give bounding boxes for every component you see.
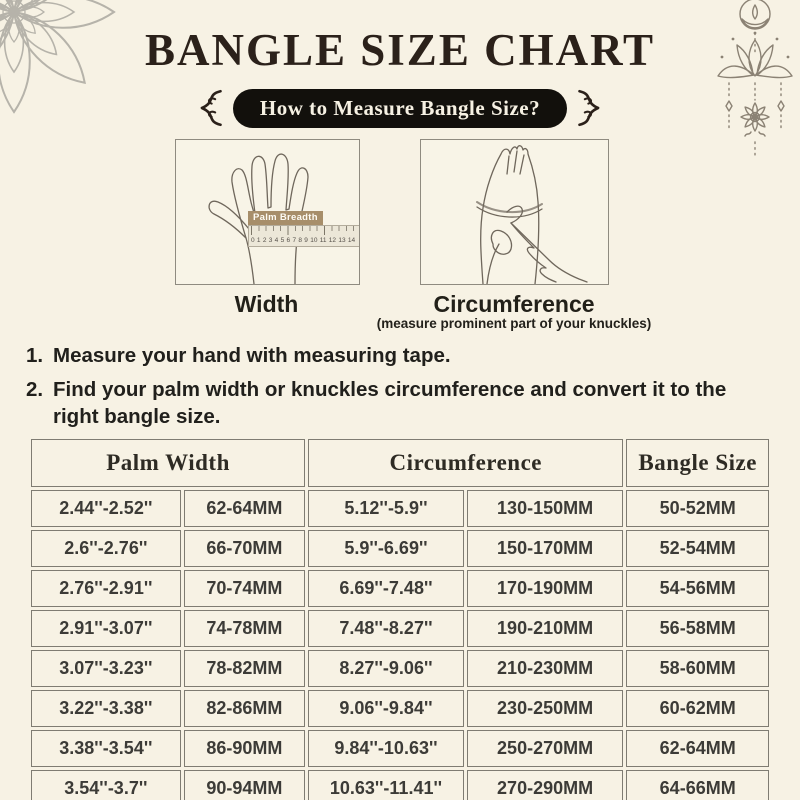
table-cell: 2.44''-2.52''	[31, 490, 181, 527]
table-cell: 250-270MM	[466, 730, 624, 767]
palm-breadth-label: Palm Breadth	[248, 211, 323, 225]
table-cell: 86-90MM	[183, 730, 306, 767]
folded-hand-illustration	[476, 145, 588, 284]
instruction-2-text-line2: right bangle size.	[53, 405, 221, 428]
table-cell: 3.38''-3.54''	[31, 730, 181, 767]
table-cell: 82-86MM	[183, 690, 306, 727]
header-circumference: Circumference	[308, 439, 624, 487]
table-row: 3.07''-3.23'' 78-82MM 8.27''-9.06'' 210-…	[31, 650, 769, 687]
table-row: 3.38''-3.54'' 86-90MM 9.84''-10.63'' 250…	[31, 730, 769, 767]
table-cell: 5.9''-6.69''	[308, 530, 464, 567]
table-cell: 2.91''-3.07''	[31, 610, 181, 647]
table-row: 3.54''-3.7'' 90-94MM 10.63''-11.41'' 270…	[31, 770, 769, 800]
instruction-2: 2. Find your palm width or knuckles circ…	[26, 376, 766, 430]
instruction-1: 1. Measure your hand with measuring tape…	[26, 342, 766, 369]
table-cell: 54-56MM	[626, 570, 769, 607]
ruler-numbers: 0 1 2 3 4 5 6 7 8 9 10 11 12 13 14	[251, 237, 356, 244]
instruction-1-number: 1.	[26, 344, 44, 367]
mandala-flower-ornament	[0, 0, 115, 113]
instruction-2-text-line1: Find your palm width or knuckles circumf…	[53, 378, 727, 401]
table-cell: 9.84''-10.63''	[308, 730, 464, 767]
table-cell: 9.06''-9.84''	[308, 690, 464, 727]
table-cell: 70-74MM	[183, 570, 306, 607]
table-cell: 150-170MM	[466, 530, 624, 567]
width-caption: Width	[234, 291, 299, 317]
page-title: BANGLE SIZE CHART	[144, 25, 656, 75]
table-cell: 50-52MM	[626, 490, 769, 527]
table-cell: 5.12''-5.9''	[308, 490, 464, 527]
table-row: 2.91''-3.07'' 74-78MM 7.48''-8.27'' 190-…	[31, 610, 769, 647]
header-palm-width: Palm Width	[31, 439, 306, 487]
header-bangle-size: Bangle Size	[626, 439, 769, 487]
circumference-caption: Circumference	[433, 291, 595, 317]
table-cell: 66-70MM	[183, 530, 306, 567]
ruler-icon: 0 1 2 3 4 5 6 7 8 9 10 11 12 13 14	[248, 225, 359, 247]
table-row: 2.44''-2.52'' 62-64MM 5.12''-5.9'' 130-1…	[31, 490, 769, 527]
table-cell: 58-60MM	[626, 650, 769, 687]
open-hand-illustration	[208, 153, 309, 284]
width-measure-figure: Palm Breadth 0 1 2 3 4 5 6 7 8 9 10 11 1…	[175, 139, 360, 285]
table-cell: 2.6''-2.76''	[31, 530, 181, 567]
table-cell: 62-64MM	[183, 490, 306, 527]
table-cell: 56-58MM	[626, 610, 769, 647]
table-cell: 170-190MM	[466, 570, 624, 607]
table-cell: 210-230MM	[466, 650, 624, 687]
instruction-2-number: 2.	[26, 378, 44, 401]
table-cell: 190-210MM	[466, 610, 624, 647]
table-header-row: Palm Width Circumference Bangle Size	[31, 439, 769, 487]
table-cell: 2.76''-2.91''	[31, 570, 181, 607]
circumference-note: (measure prominent part of your knuckles…	[376, 316, 652, 331]
flourish-right-icon	[578, 89, 600, 127]
table-cell: 64-66MM	[626, 770, 769, 800]
table-cell: 78-82MM	[183, 650, 306, 687]
table-cell: 6.69''-7.48''	[308, 570, 464, 607]
table-cell: 62-64MM	[626, 730, 769, 767]
table-cell: 52-54MM	[626, 530, 769, 567]
instruction-1-text: Measure your hand with measuring tape.	[53, 344, 451, 367]
table-cell: 3.22''-3.38''	[31, 690, 181, 727]
how-to-measure-banner: How to Measure Bangle Size?	[232, 88, 568, 128]
table-cell: 90-94MM	[183, 770, 306, 800]
lotus-hanging-ornament	[717, 0, 793, 159]
table-cell: 8.27''-9.06''	[308, 650, 464, 687]
table-cell: 3.54''-3.7''	[31, 770, 181, 800]
table-row: 3.22''-3.38'' 82-86MM 9.06''-9.84'' 230-…	[31, 690, 769, 727]
table-cell: 270-290MM	[466, 770, 624, 800]
table-cell: 74-78MM	[183, 610, 306, 647]
table-cell: 7.48''-8.27''	[308, 610, 464, 647]
table-cell: 10.63''-11.41''	[308, 770, 464, 800]
table-row: 2.76''-2.91'' 70-74MM 6.69''-7.48'' 170-…	[31, 570, 769, 607]
circumference-measure-figure	[420, 139, 609, 285]
table-cell: 3.07''-3.23''	[31, 650, 181, 687]
table-cell: 130-150MM	[466, 490, 624, 527]
banner-row: How to Measure Bangle Size?	[0, 87, 800, 129]
table-cell: 230-250MM	[466, 690, 624, 727]
flourish-left-icon	[200, 89, 222, 127]
table-cell: 60-62MM	[626, 690, 769, 727]
bangle-size-table: Palm Width Circumference Bangle Size 2.4…	[28, 436, 772, 800]
instructions-list: 1. Measure your hand with measuring tape…	[26, 342, 766, 437]
table-row: 2.6''-2.76'' 66-70MM 5.9''-6.69'' 150-17…	[31, 530, 769, 567]
